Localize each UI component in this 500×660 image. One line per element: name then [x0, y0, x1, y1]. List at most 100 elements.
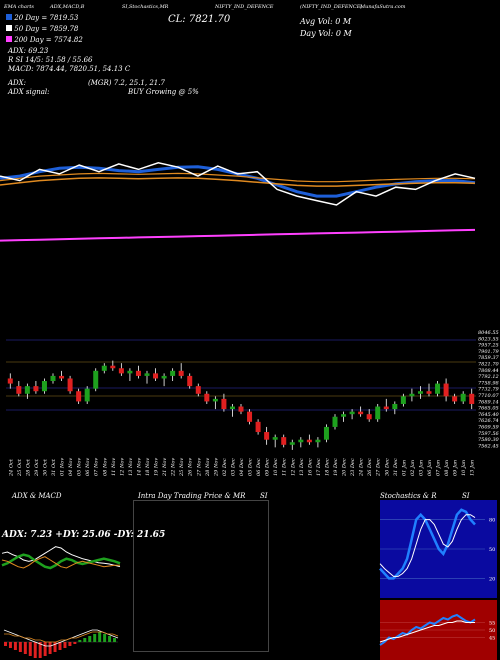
price-tick-label: 7580.30 — [478, 437, 499, 443]
price-tick-label: 8023.55 — [478, 336, 499, 342]
date-tick-label: 11 Dec — [282, 458, 288, 476]
candle-body — [443, 383, 449, 397]
adx-series-2 — [1, 556, 120, 569]
candle-body — [341, 414, 347, 417]
macd-bar — [93, 634, 97, 642]
adx-values-label: ADX: 7.23 +DY: 25.06 -DY: 21.65 — [2, 530, 166, 540]
macd-bar — [33, 642, 37, 658]
date-tick-label: 08 Nov — [102, 458, 108, 476]
stat-rsi: R SI 14/5: 51.58 / 55.66 — [8, 56, 93, 64]
candle-body — [41, 381, 47, 392]
signal-row-right: BUY Growing @ 5% — [128, 88, 199, 96]
macd-bar — [113, 638, 117, 642]
date-tick-label: 02 Jan — [410, 460, 416, 476]
date-tick-label: 09 Jan — [453, 460, 459, 476]
macd-bar — [18, 642, 22, 652]
date-tick-label: 26 Dec — [367, 458, 373, 477]
price-tick-label: 7597.56 — [478, 431, 499, 437]
date-tick-label: 22 Nov — [171, 458, 177, 477]
macd-bar — [63, 642, 67, 648]
macd-bar — [73, 642, 77, 644]
price-tick-label: 8046.55 — [478, 330, 499, 336]
header-line-4: (NIFTY_IND_DEFENCE) — [300, 4, 363, 10]
candle-body — [229, 406, 235, 410]
macd-bar — [48, 642, 52, 654]
ema-line-0 — [0, 165, 476, 198]
stoch-tick-label: 80 — [489, 518, 495, 524]
date-tick-label: 23 Dec — [350, 458, 356, 477]
legend-swatch — [6, 14, 12, 20]
ema-line-orange — [0, 177, 476, 187]
stoch-tick-label: 20 — [489, 576, 495, 582]
candle-body — [264, 432, 270, 440]
candle-body — [281, 437, 287, 445]
date-tick-label: 06 Jan — [427, 460, 433, 476]
stoch-series-0 — [379, 508, 476, 580]
avg-vol: Avg Vol: 0 M — [300, 17, 352, 26]
date-tick-label: 04 Dec — [239, 458, 245, 476]
date-tick-label: 17 Dec — [316, 458, 322, 476]
date-tick-label: 13 Dec — [299, 458, 305, 476]
macd-bar — [43, 642, 47, 656]
rsi-series-0 — [379, 613, 476, 646]
header-line-3: NIFTY_IND_DEFENCE — [215, 4, 274, 10]
candle-body — [409, 393, 415, 397]
adx-series-0 — [1, 546, 121, 568]
candle-body — [426, 391, 432, 394]
stat-adx: ADX: 69.23 — [8, 47, 49, 55]
legend-ema200-label: 200 Day = 7574.82 — [14, 36, 83, 44]
candle-body — [400, 396, 406, 404]
macd-bar — [23, 642, 27, 654]
ema-line-1 — [0, 172, 476, 183]
stat-macd: MACD: 7874.44, 7820.51, 54.13 C — [8, 65, 131, 73]
candle-body — [392, 403, 398, 410]
date-tick-label: 18 Nov — [145, 458, 151, 476]
date-tick-label: 09 Dec — [265, 458, 271, 476]
price-tick-label: 7645.40 — [478, 412, 499, 418]
candle-body — [417, 391, 423, 394]
date-tick-label: 28 Oct — [25, 458, 31, 477]
candle-body — [7, 378, 13, 384]
candle-body — [435, 383, 441, 394]
candle-body — [452, 396, 458, 402]
candle-body — [67, 378, 73, 392]
macd-bar — [78, 640, 82, 642]
candle-body — [315, 439, 321, 443]
price-tick-label: 7758.98 — [478, 380, 499, 386]
candle-body — [460, 393, 466, 402]
macd-bar — [68, 642, 72, 646]
date-tick-label: 13 Nov — [128, 458, 134, 476]
header-line-0: EMA charts — [4, 4, 34, 10]
candle-body — [101, 365, 107, 371]
stoch-si-label: SI — [462, 492, 470, 500]
candle-body — [289, 442, 295, 445]
date-tick-label: 12 Dec — [290, 458, 296, 476]
rsi-tick-label: 55 — [489, 621, 495, 627]
date-tick-label: 14 Nov — [136, 458, 142, 476]
stoch-series-1 — [379, 514, 476, 577]
date-tick-label: 21 Nov — [162, 458, 168, 477]
date-tick-label: 03 Dec — [230, 458, 236, 476]
date-tick-label: 07 Jan — [436, 460, 442, 476]
candle-body — [212, 398, 218, 402]
candle-body — [469, 393, 475, 404]
candle-body — [76, 391, 82, 402]
candle-body — [204, 393, 210, 402]
candle-body — [366, 414, 372, 420]
macd-bar — [103, 634, 107, 642]
candle-body — [298, 439, 304, 443]
legend-ema50-label: 50 Day = 7859.78 — [14, 25, 79, 33]
date-tick-label: 05 Dec — [248, 458, 254, 476]
date-tick-label: 30 Oct — [42, 458, 48, 476]
macd-bar — [4, 642, 7, 646]
price-tick-label: 7821.70 — [478, 362, 499, 368]
candle-body — [349, 411, 355, 415]
macd-bar — [13, 642, 17, 650]
legend-ema20: 20 Day = 7819.53 — [6, 14, 78, 22]
price-tick-label: 7859.37 — [478, 355, 499, 361]
date-tick-label: 24 Oct — [8, 458, 14, 477]
intra-panel-title: Intra Day Trading Price & MR — [138, 492, 246, 500]
macd-line-0 — [3, 629, 119, 647]
date-tick-label: 12 Nov — [119, 458, 125, 476]
candle-body — [272, 437, 278, 440]
